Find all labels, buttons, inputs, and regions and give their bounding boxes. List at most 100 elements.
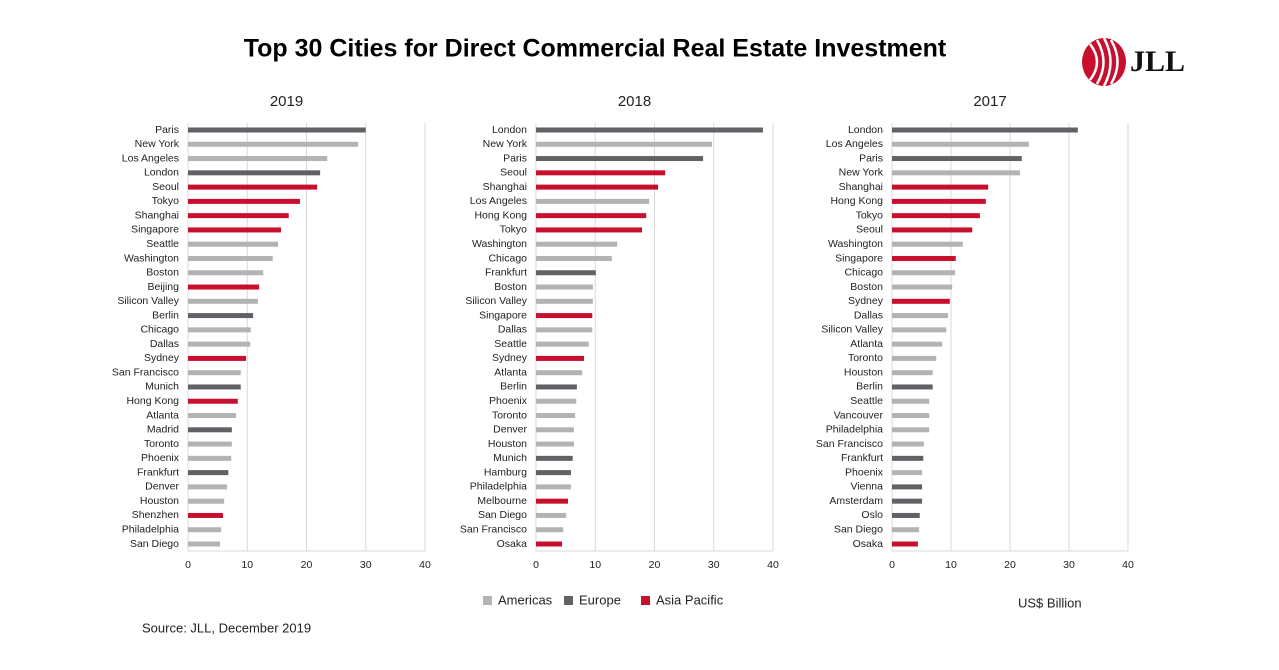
y-tick-label: Seattle bbox=[850, 395, 883, 407]
y-tick-label: San Francisco bbox=[112, 366, 179, 378]
y-tick-label: Singapore bbox=[479, 309, 527, 321]
y-tick-label: Osaka bbox=[853, 538, 884, 550]
bar bbox=[188, 156, 328, 162]
bar bbox=[188, 298, 258, 304]
panel-title: 2018 bbox=[618, 93, 651, 110]
bar bbox=[892, 284, 953, 290]
bar bbox=[188, 313, 254, 319]
bar bbox=[892, 227, 973, 233]
bar bbox=[536, 184, 659, 190]
bar bbox=[188, 198, 300, 204]
bar bbox=[892, 355, 937, 361]
bar bbox=[892, 213, 980, 219]
y-tick-label: Shanghai bbox=[483, 181, 527, 193]
bar bbox=[536, 427, 574, 433]
bar bbox=[536, 284, 593, 290]
legend-label: Europe bbox=[579, 592, 621, 607]
bar bbox=[188, 341, 251, 347]
y-tick-label: Singapore bbox=[131, 224, 179, 236]
bar bbox=[892, 327, 947, 333]
x-tick-label: 0 bbox=[533, 559, 539, 571]
y-tick-label: San Francisco bbox=[816, 438, 883, 450]
y-tick-label: Sydney bbox=[492, 352, 528, 364]
bar bbox=[188, 441, 232, 447]
bar bbox=[536, 270, 596, 276]
bar bbox=[188, 398, 238, 404]
y-tick-label: Washington bbox=[124, 252, 179, 264]
bar bbox=[536, 327, 593, 333]
y-tick-label: Vancouver bbox=[834, 409, 884, 421]
bar bbox=[536, 527, 564, 533]
bar bbox=[188, 270, 264, 276]
bar bbox=[892, 270, 956, 276]
y-tick-label: London bbox=[492, 124, 527, 136]
legend-swatch bbox=[641, 596, 650, 605]
y-tick-label: San Diego bbox=[834, 524, 883, 536]
y-tick-label: Philadelphia bbox=[470, 481, 527, 493]
y-tick-label: Chicago bbox=[140, 324, 179, 336]
y-tick-label: Vienna bbox=[850, 481, 883, 493]
y-tick-label: Toronto bbox=[144, 438, 179, 450]
y-tick-label: Shanghai bbox=[135, 209, 179, 221]
bar bbox=[188, 384, 241, 390]
y-tick-label: Munich bbox=[145, 381, 179, 393]
y-tick-label: Tokyo bbox=[856, 209, 884, 221]
y-tick-label: Hamburg bbox=[484, 466, 527, 478]
bar bbox=[536, 398, 577, 404]
bar bbox=[892, 370, 933, 376]
bar bbox=[892, 512, 920, 518]
y-tick-label: Hong Kong bbox=[126, 395, 179, 407]
bar bbox=[536, 313, 593, 319]
bar bbox=[188, 427, 232, 433]
x-tick-label: 10 bbox=[241, 559, 253, 571]
bar bbox=[188, 327, 251, 333]
y-tick-label: Shenzhen bbox=[132, 509, 179, 521]
x-tick-label: 0 bbox=[889, 559, 895, 571]
y-tick-label: Los Angeles bbox=[826, 138, 883, 150]
y-tick-label: Frankfurt bbox=[485, 267, 527, 279]
panel-title: 2019 bbox=[270, 93, 303, 110]
y-tick-label: Paris bbox=[503, 152, 527, 164]
source: Source: JLL, December 2019 bbox=[142, 620, 311, 635]
bar bbox=[536, 498, 568, 504]
bar bbox=[188, 284, 260, 290]
bar bbox=[892, 156, 1022, 162]
bar bbox=[536, 341, 589, 347]
y-tick-label: Phoenix bbox=[141, 452, 180, 464]
x-tick-label: 40 bbox=[419, 559, 431, 571]
y-tick-label: Boston bbox=[850, 281, 883, 293]
x-tick-label: 0 bbox=[185, 559, 191, 571]
y-tick-label: Paris bbox=[155, 124, 179, 136]
bar bbox=[892, 255, 956, 261]
bar bbox=[188, 213, 289, 219]
y-tick-label: Frankfurt bbox=[841, 452, 883, 464]
y-tick-label: Boston bbox=[146, 267, 179, 279]
logo-text: JLL bbox=[1130, 45, 1185, 78]
bar bbox=[188, 370, 241, 376]
bar bbox=[892, 455, 924, 461]
y-tick-label: Denver bbox=[493, 424, 527, 436]
bar bbox=[188, 355, 247, 361]
bar bbox=[536, 441, 574, 447]
y-tick-label: Amsterdam bbox=[829, 495, 883, 507]
y-tick-label: Sydney bbox=[144, 352, 180, 364]
bar bbox=[536, 541, 563, 547]
y-tick-label: Houston bbox=[844, 366, 883, 378]
bar bbox=[188, 170, 321, 176]
y-tick-label: Seattle bbox=[146, 238, 179, 250]
y-tick-label: Toronto bbox=[848, 352, 883, 364]
y-tick-label: Boston bbox=[494, 281, 527, 293]
y-tick-label: Berlin bbox=[500, 381, 527, 393]
bar bbox=[892, 241, 963, 247]
bar bbox=[536, 241, 618, 247]
y-tick-label: Washington bbox=[472, 238, 527, 250]
x-tick-label: 30 bbox=[708, 559, 720, 571]
y-tick-label: Chicago bbox=[844, 267, 883, 279]
y-tick-label: Silicon Valley bbox=[821, 324, 883, 336]
bar bbox=[188, 512, 223, 518]
y-tick-label: Los Angeles bbox=[470, 195, 527, 207]
bar bbox=[892, 484, 923, 490]
bar bbox=[536, 470, 571, 476]
y-tick-label: Denver bbox=[145, 481, 179, 493]
